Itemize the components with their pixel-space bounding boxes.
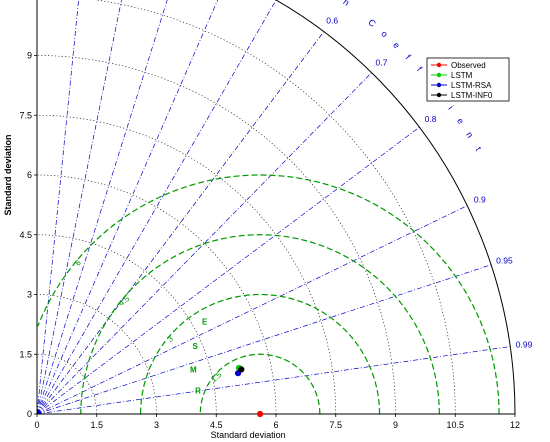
correlation-title-char: e	[391, 40, 402, 51]
x-tick-label: 3	[154, 420, 159, 430]
y-tick-label: 0	[27, 409, 32, 419]
correlation-title-char: n	[341, 0, 351, 8]
y-tick-label: 10.5	[14, 0, 32, 1]
rmse-contour-label: 3	[166, 334, 176, 344]
correlation-line	[36, 0, 219, 415]
rmse-contour-label: 1.5	[209, 370, 224, 384]
y-tick-label: 1.5	[19, 349, 32, 359]
legend-label: LSTM	[451, 71, 473, 80]
legend-label: LSTM-RSA	[451, 81, 492, 90]
rmse-contour	[37, 174, 500, 415]
correlation-tick-label: 0.99	[516, 340, 533, 350]
x-tick-label: 10.5	[446, 420, 464, 430]
x-tick-label: 1.5	[90, 420, 103, 430]
std-arc	[93, 0, 456, 415]
rmse-contour	[80, 234, 440, 415]
y-tick-label: 9	[27, 51, 32, 61]
point-lstm-rsa	[234, 370, 242, 377]
correlation-title-char: e	[455, 116, 466, 126]
rmse-contour	[199, 353, 321, 415]
std-arc	[36, 234, 217, 415]
correlation-title-char: i	[446, 104, 455, 112]
point-lstm-inf0	[238, 366, 245, 373]
correlation-tick-label: 0.7	[375, 58, 387, 68]
correlation-title-char: o	[379, 29, 389, 40]
correlation-line	[36, 0, 79, 415]
rmse-title-char: S	[193, 342, 199, 351]
grid-layer	[36, 0, 511, 415]
correlation-tick-label: 0.8	[425, 114, 437, 124]
rmse-contour-layer	[37, 174, 500, 415]
y-tick-label: 4.5	[19, 230, 32, 240]
std-arc	[36, 353, 98, 415]
std-arc	[36, 294, 157, 415]
correlation-tick-label: 0.9	[474, 195, 486, 205]
points-layer	[234, 364, 264, 418]
x-tick-label: 12	[510, 420, 520, 430]
correlation-tick-label: 0.95	[496, 255, 513, 265]
std-arc	[36, 114, 337, 415]
correlation-title-char: t	[474, 145, 484, 153]
legend-label: LSTM-INF0	[451, 91, 493, 100]
x-tick-label: 0	[34, 420, 39, 430]
correlation-line	[36, 0, 122, 415]
correlation-line	[36, 205, 468, 415]
legend-marker	[436, 82, 442, 88]
x-tick-label: 4.5	[210, 420, 223, 430]
x-tick-label: 7.5	[329, 420, 342, 430]
rmse-title-char: M	[190, 366, 197, 375]
legend-label: Observed	[451, 61, 486, 70]
x-tick-label: 6	[273, 420, 278, 430]
correlation-tick-label: 0.6	[326, 15, 338, 25]
rmse-title-char: E	[202, 317, 208, 326]
x-tick-label: 9	[393, 420, 398, 430]
std-arc	[36, 174, 277, 415]
legend-marker	[436, 72, 442, 78]
rmse-title-char: R	[195, 386, 201, 395]
x-axis-label: Standard deviation	[211, 430, 286, 440]
correlation-title-char: n	[464, 130, 475, 140]
correlation-title-char: f	[404, 53, 413, 62]
y-tick-label: 6	[27, 170, 32, 180]
axes-layer	[34, 0, 516, 417]
legend-marker	[436, 62, 442, 68]
std-arc	[36, 55, 396, 415]
correlation-title-char: f	[415, 65, 424, 74]
rmse-contour-label: 6	[74, 258, 84, 268]
point-observed	[256, 410, 264, 418]
outer-arc	[274, 0, 516, 415]
y-tick-label: 3	[27, 290, 32, 300]
correlation-line	[36, 0, 168, 415]
rmse-contour-label: 4.5	[117, 294, 132, 308]
y-axis-label: Standard deviation	[3, 134, 13, 215]
y-tick-label: 7.5	[19, 110, 32, 120]
correlation-title-char: C	[366, 17, 378, 29]
legend-marker	[436, 92, 442, 98]
